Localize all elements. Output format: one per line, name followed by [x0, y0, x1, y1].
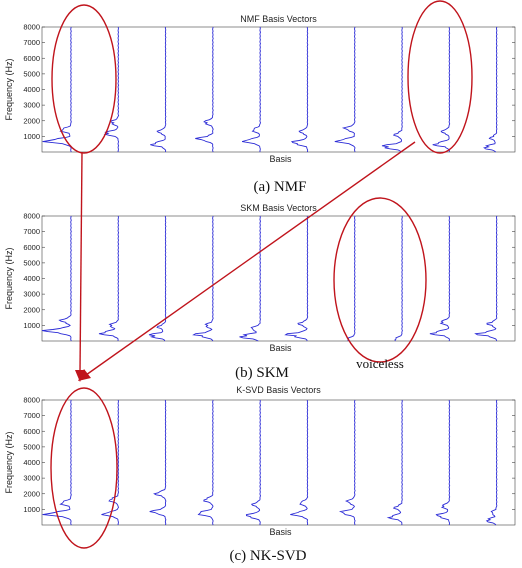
basis-vector-trace	[149, 399, 167, 526]
highlight-ellipse-nmf-right	[407, 0, 473, 154]
y-tick-label: 5000	[23, 69, 40, 78]
basis-vector-trace	[192, 215, 214, 342]
y-tick-label: 2000	[23, 116, 40, 125]
basis-vector-trace	[338, 399, 356, 526]
basis-vector-trace	[41, 215, 72, 342]
basis-vector-trace	[101, 399, 120, 525]
basis-vector-trace	[485, 399, 498, 526]
basis-vector-trace	[290, 400, 309, 526]
panel-3: K-SVD Basis Vectors Basis Frequency (Hz) 10…	[4, 385, 516, 537]
basis-vector-trace	[432, 27, 451, 153]
basis-vector-trace	[98, 215, 120, 342]
arrow-head-nmf-right-to-nksvd	[78, 369, 91, 381]
panel-title: SKM Basis Vectors	[240, 203, 317, 213]
y-tick-label: 2000	[23, 305, 40, 314]
y-tick-label: 4000	[23, 458, 40, 467]
x-axis-label: Basis	[269, 154, 292, 164]
basis-vector-trace	[241, 26, 261, 153]
basis-vector-trace	[474, 215, 498, 342]
panel-2: SKM Basis Vectors Basis Frequency (Hz) 1000…	[4, 203, 516, 353]
y-tick-label: 3000	[23, 474, 40, 483]
basis-vector-trace	[394, 215, 403, 342]
y-tick-label: 4000	[23, 274, 40, 283]
y-axis-label: Frequency (Hz)	[4, 431, 14, 493]
basis-vector-trace	[148, 215, 167, 342]
basis-vector-trace	[42, 26, 72, 153]
basis-vector-trace	[284, 216, 309, 342]
panel-title: NMF Basis Vectors	[240, 14, 317, 24]
y-tick-label: 4000	[23, 85, 40, 94]
y-tick-label: 7000	[23, 411, 40, 420]
basis-vector-trace	[197, 399, 214, 526]
y-tick-label: 5000	[23, 442, 40, 451]
arrow-line-nmf-right-to-nksvd	[85, 141, 416, 376]
basis-vector-trace	[103, 26, 120, 152]
basis-vector-trace	[381, 26, 403, 153]
basis-vector-trace	[195, 26, 214, 153]
y-tick-label: 6000	[23, 54, 40, 63]
arrow-line-nmf-to-nksvd	[79, 151, 83, 373]
y-tick-label: 8000	[23, 396, 40, 405]
y-tick-label: 2000	[23, 489, 40, 498]
basis-vector-trace	[483, 26, 498, 153]
highlight-ellipse-nmf	[51, 4, 117, 154]
highlight-ellipse-nksvd	[50, 387, 118, 549]
y-tick-label: 8000	[23, 23, 40, 32]
panel-title: K-SVD Basis Vectors	[236, 385, 321, 395]
y-tick-label: 1000	[23, 321, 40, 330]
basis-vector-trace	[334, 26, 356, 153]
basis-vector-trace	[150, 26, 167, 153]
y-tick-label: 5000	[23, 258, 40, 267]
basis-vector-trace	[239, 215, 261, 342]
annotation-voiceless: voiceless	[356, 356, 404, 371]
basis-vector-trace	[347, 215, 356, 342]
plot-frame	[41, 215, 516, 342]
y-tick-label: 1000	[23, 505, 40, 514]
basis-vector-trace	[386, 399, 403, 526]
y-tick-label: 3000	[23, 101, 40, 110]
caption-c: (c) NK-SVD	[229, 548, 306, 564]
caption-b: (b) SKM	[235, 365, 289, 381]
highlight-ellipse-skm-voiceless	[333, 197, 427, 363]
y-tick-label: 7000	[23, 38, 40, 47]
caption-a: (a) NMF	[254, 179, 307, 195]
basis-vector-trace	[435, 400, 451, 526]
y-axis-label: Frequency (Hz)	[4, 58, 14, 120]
x-axis-label: Basis	[269, 343, 292, 353]
y-tick-label: 6000	[23, 427, 40, 436]
y-tick-label: 7000	[23, 227, 40, 236]
basis-vector-trace	[42, 399, 72, 526]
x-axis-label: Basis	[269, 527, 292, 537]
basis-vector-trace	[429, 216, 451, 342]
y-tick-label: 3000	[23, 290, 40, 299]
y-tick-label: 1000	[23, 132, 40, 141]
y-axis-label: Frequency (Hz)	[4, 247, 14, 309]
y-tick-label: 6000	[23, 243, 40, 252]
panel-1: NMF Basis Vectors Basis Frequency (Hz) 1000…	[4, 14, 516, 164]
basis-vector-trace	[245, 399, 261, 526]
y-tick-label: 8000	[23, 212, 40, 221]
basis-vector-trace	[291, 27, 309, 153]
